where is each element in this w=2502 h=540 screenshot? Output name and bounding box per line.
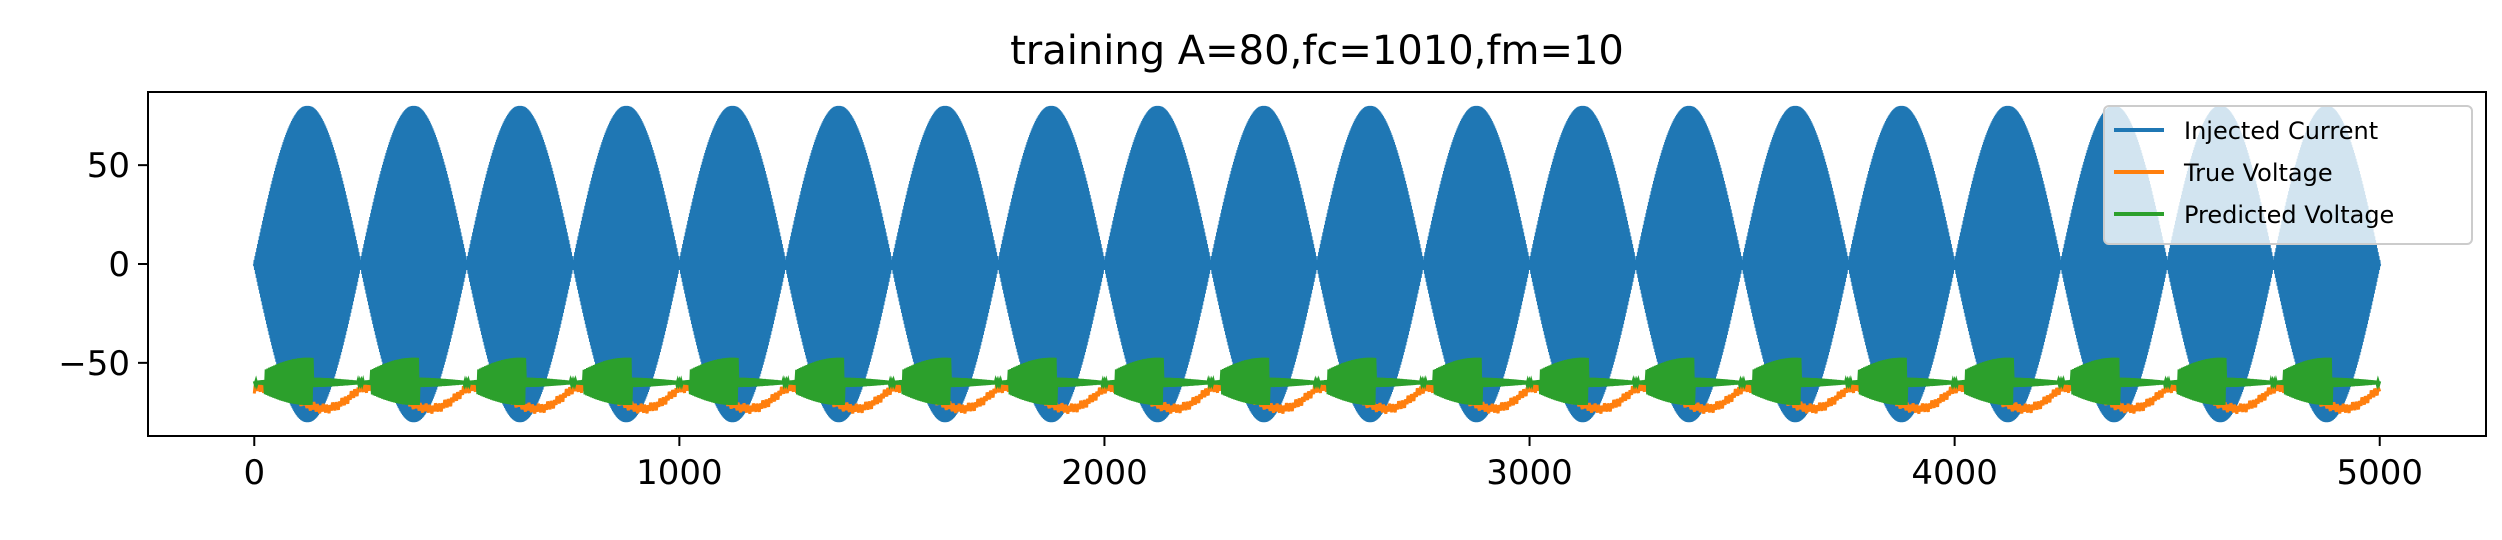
y-tick-label: −50 — [58, 344, 130, 384]
x-tick-label: 4000 — [1911, 453, 1998, 493]
x-tick-label: 5000 — [2336, 453, 2423, 493]
series-predicted-voltage — [252, 357, 2382, 406]
x-tick-label: 2000 — [1061, 453, 1148, 493]
legend-label: True Voltage — [2183, 159, 2333, 187]
legend-box — [2103, 105, 2473, 245]
series-injected-current — [252, 105, 2382, 423]
legend-label: Injected Current — [2184, 117, 2378, 145]
x-tick-label: 1000 — [636, 453, 723, 493]
legend-label: Predicted Voltage — [2184, 201, 2394, 229]
x-tick-label: 0 — [243, 453, 265, 493]
axis-ticks: 0 1000 2000 3000 4000 5000 50 0 −50 — [58, 146, 2423, 493]
y-tick-label: 0 — [108, 245, 130, 285]
x-tick-label: 3000 — [1486, 453, 1573, 493]
legend: Injected Current True Voltage Predicted Vo… — [2103, 105, 2473, 245]
plot-area — [252, 105, 2382, 423]
chart-title: training A=80,fc=1010,fm=10 — [1010, 28, 1624, 74]
y-tick-label: 50 — [87, 146, 130, 186]
